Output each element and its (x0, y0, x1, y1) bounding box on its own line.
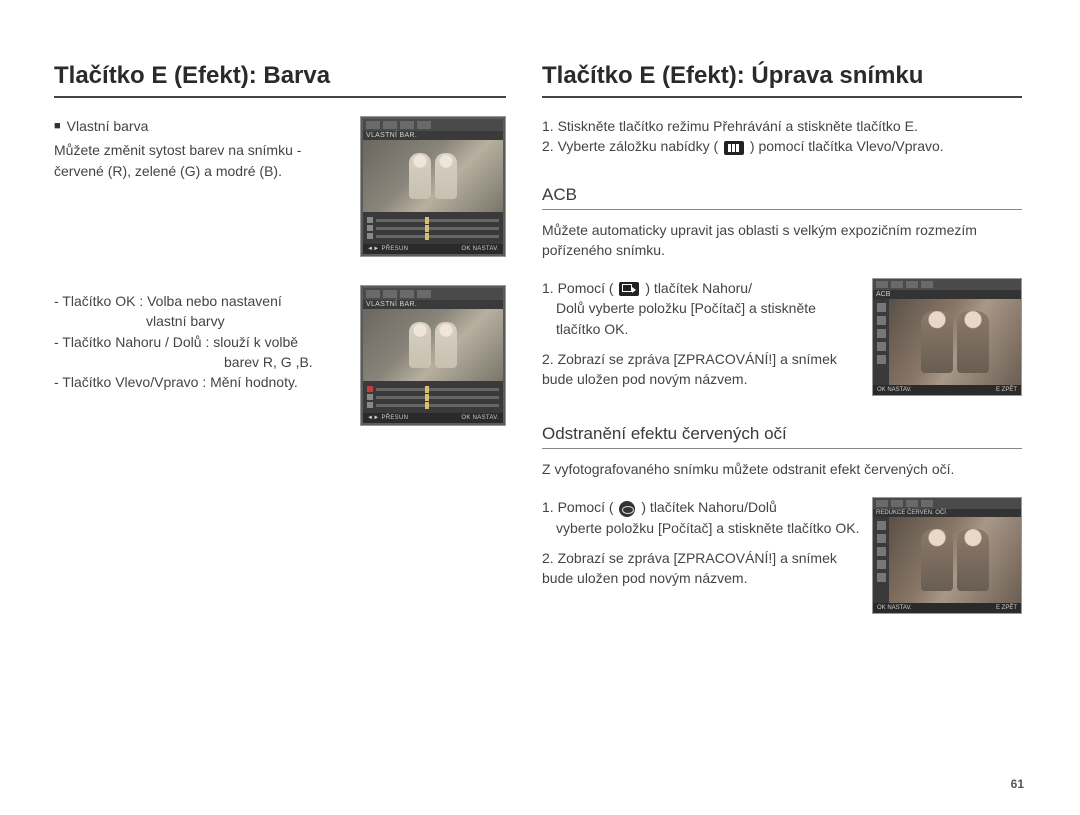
custom-color-label: Vlastní barva (67, 116, 149, 136)
redeye-heading: Odstranění efektu červených očí (542, 424, 1022, 449)
camera-screenshot-1: VLASTNÍ BAR. ◄► PŘESUN OK NASTAV. (360, 116, 506, 257)
left-column: Tlačítko E (Efekt): Barva ■ Vlastní barv… (54, 62, 506, 614)
list-ok-2: vlastní barvy (54, 311, 350, 331)
camera-screenshot-2: VLASTNÍ BAR. ◄► PŘESUN OK NASTAV. (360, 285, 506, 426)
acb-steps: 1. Pomocí ( ) tlačítek Nahoru/ Dolů vybe… (542, 278, 862, 389)
redeye-1c: vyberte položku [Počítač] a stiskněte tl… (542, 518, 862, 538)
left-intro-text: Můžete změnit sytost barev na snímku - č… (54, 140, 350, 181)
acb-thumb-label: ACB (873, 290, 1021, 299)
thumb2-label: VLASTNÍ BAR. (363, 300, 503, 309)
right-column: Tlačítko E (Efekt): Úprava snímku 1. Sti… (542, 62, 1022, 614)
list-leftright: - Tlačítko Vlevo/Vpravo : Mění hodnoty. (54, 372, 350, 392)
redeye-bottom-right: E ZPĚT (996, 605, 1017, 611)
acb-bottom-right: E ZPĚT (996, 387, 1017, 393)
thumb1-bottom-left: ◄► PŘESUN (367, 246, 408, 252)
redeye-intro: Z vyfotografovaného snímku můžete odstra… (542, 459, 1022, 479)
play-square-icon (619, 282, 639, 296)
redeye-screenshot: REDUKCE ČERVEN. OČÍ OK NASTAV. E ZPĚT (872, 497, 1022, 614)
right-step1: 1. Stiskněte tlačítko režimu Přehrávání … (542, 116, 1022, 136)
redeye-steps: 1. Pomocí ( ) tlačítek Nahoru/Dolů vyber… (542, 497, 862, 588)
acb-step2: 2. Zobrazí se zpráva [ZPRACOVÁNÍ!] a sní… (542, 349, 862, 390)
redeye-bottom-left: OK NASTAV. (877, 605, 912, 611)
acb-intro: Můžete automaticky upravit jas oblasti s… (542, 220, 1022, 261)
right-step2-b: ) pomocí tlačítka Vlevo/Vpravo. (750, 138, 944, 154)
menu-bars-icon (724, 141, 744, 155)
redeye-step1: 1. Pomocí ( ) tlačítek Nahoru/Dolů (542, 497, 862, 517)
acb-screenshot: ACB OK NASTAV. E ZPĚT (872, 278, 1022, 396)
right-title: Tlačítko E (Efekt): Úprava snímku (542, 62, 1022, 98)
page-number: 61 (1011, 777, 1024, 791)
redeye-1b: ) tlačítek Nahoru/Dolů (641, 499, 776, 515)
list-updown: - Tlačítko Nahoru / Dolů : slouží k volb… (54, 332, 350, 352)
right-step2: 2. Vyberte záložku nabídky ( ) pomocí tl… (542, 136, 1022, 156)
acb-1b: ) tlačítek Nahoru/ (645, 280, 752, 296)
list-ok: - Tlačítko OK : Volba nebo nastavení (54, 291, 350, 311)
acb-bottom-left: OK NASTAV. (877, 387, 912, 393)
acb-1a: 1. Pomocí ( (542, 280, 614, 296)
thumb1-bottom-right: OK NASTAV. (461, 246, 499, 252)
redeye-1a: 1. Pomocí ( (542, 499, 614, 515)
redeye-icon (619, 501, 635, 517)
thumb2-bottom-left: ◄► PŘESUN (367, 415, 408, 421)
redeye-step2: 2. Zobrazí se zpráva [ZPRACOVÁNÍ!] a sní… (542, 548, 862, 589)
acb-heading: ACB (542, 185, 1022, 210)
left-button-list: - Tlačítko OK : Volba nebo nastavení vla… (54, 291, 350, 392)
left-title: Tlačítko E (Efekt): Barva (54, 62, 506, 98)
redeye-thumb-label: REDUKCE ČERVEN. OČÍ (873, 509, 1021, 517)
bullet-square-icon: ■ (54, 116, 61, 136)
left-intro-block: ■ Vlastní barva Můžete změnit sytost bar… (54, 116, 350, 181)
list-updown-2: barev R, G ,B. (54, 352, 350, 372)
acb-1c: Dolů vyberte položku [Počítač] a stiskně… (542, 298, 862, 339)
right-step2-a: 2. Vyberte záložku nabídky ( (542, 138, 718, 154)
acb-step1: 1. Pomocí ( ) tlačítek Nahoru/ (542, 278, 862, 298)
thumb1-label: VLASTNÍ BAR. (363, 131, 503, 140)
thumb2-bottom-right: OK NASTAV. (461, 415, 499, 421)
